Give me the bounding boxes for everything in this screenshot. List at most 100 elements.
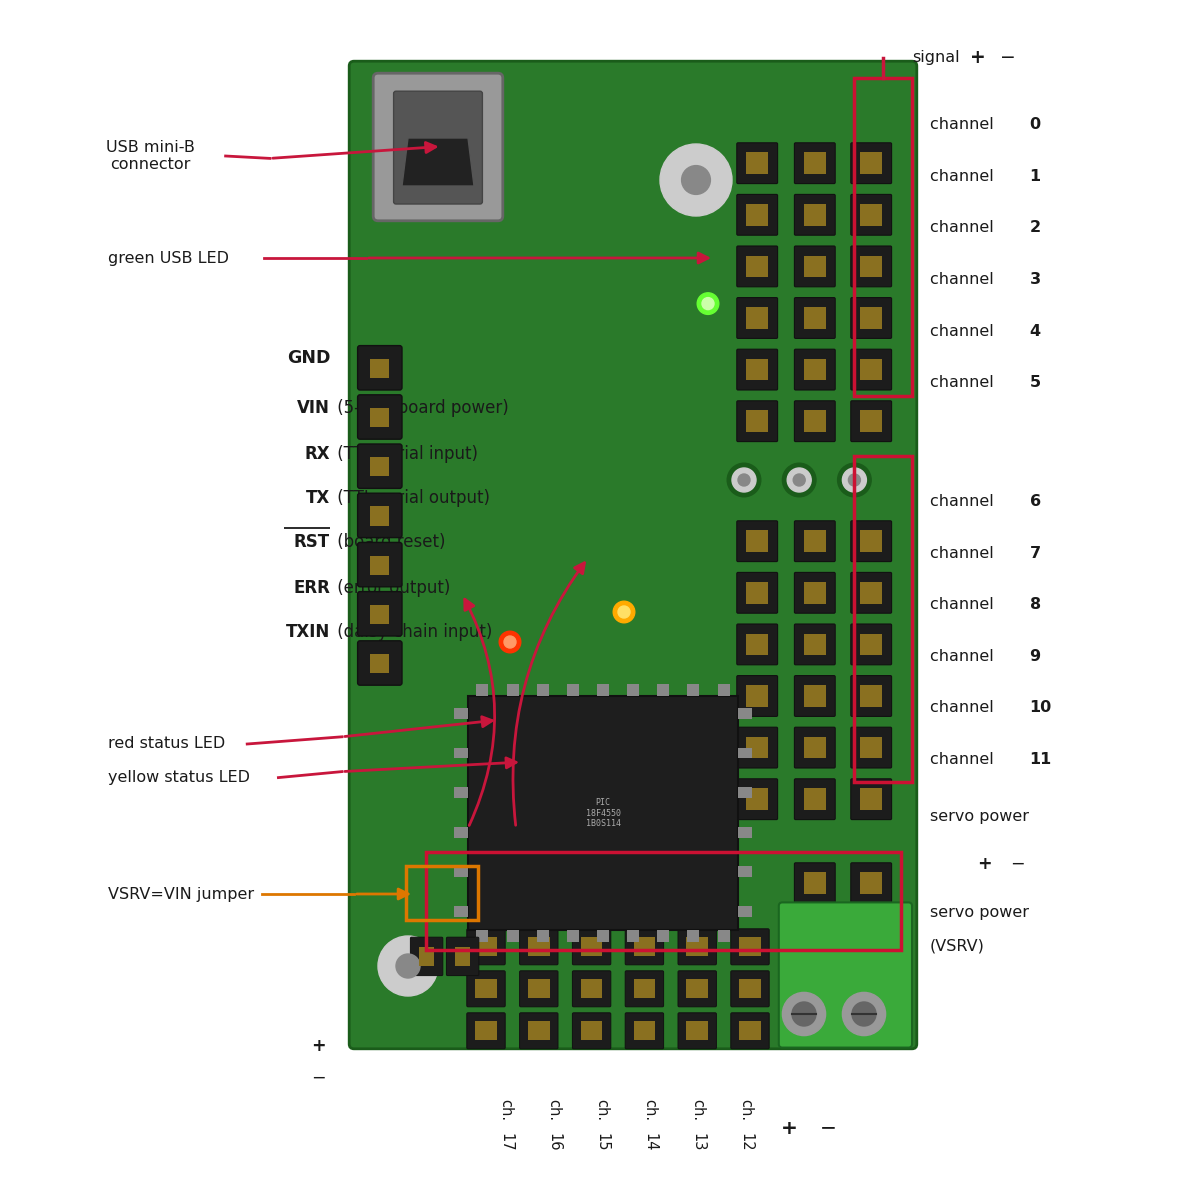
Bar	[738, 827, 752, 838]
FancyBboxPatch shape	[467, 929, 505, 965]
Bar	[860, 634, 882, 655]
Bar	[370, 654, 389, 673]
Bar	[658, 684, 670, 696]
Bar	[746, 788, 768, 810]
Bar	[370, 556, 389, 575]
FancyBboxPatch shape	[737, 572, 778, 613]
Bar	[804, 634, 826, 655]
FancyBboxPatch shape	[794, 246, 835, 287]
FancyBboxPatch shape	[737, 727, 778, 768]
Bar	[860, 582, 882, 604]
Bar	[406, 866, 478, 920]
Text: +: +	[977, 854, 991, 872]
Bar	[370, 408, 389, 427]
Bar	[804, 359, 826, 380]
Bar	[528, 937, 550, 956]
Text: channel: channel	[930, 752, 998, 767]
Bar	[804, 256, 826, 277]
FancyBboxPatch shape	[851, 863, 892, 904]
FancyBboxPatch shape	[520, 1013, 558, 1049]
FancyBboxPatch shape	[794, 521, 835, 562]
Bar	[454, 748, 468, 758]
FancyBboxPatch shape	[358, 395, 402, 439]
Bar	[746, 634, 768, 655]
Bar	[628, 930, 640, 942]
Circle shape	[792, 1002, 816, 1026]
FancyBboxPatch shape	[678, 1013, 716, 1049]
FancyBboxPatch shape	[394, 91, 482, 204]
Circle shape	[732, 468, 756, 492]
Text: 11: 11	[1030, 752, 1052, 767]
FancyBboxPatch shape	[794, 194, 835, 235]
FancyBboxPatch shape	[678, 929, 716, 965]
FancyBboxPatch shape	[794, 572, 835, 613]
FancyBboxPatch shape	[520, 929, 558, 965]
Circle shape	[702, 298, 714, 310]
Bar	[581, 937, 602, 956]
Bar	[804, 685, 826, 707]
Bar	[718, 930, 730, 942]
Bar	[475, 979, 497, 998]
Bar	[860, 410, 882, 432]
Bar	[860, 359, 882, 380]
Bar	[746, 204, 768, 226]
Text: 9: 9	[1030, 649, 1040, 664]
Bar	[860, 788, 882, 810]
Text: 0: 0	[1030, 118, 1040, 132]
FancyBboxPatch shape	[851, 349, 892, 390]
Bar	[738, 787, 752, 798]
FancyBboxPatch shape	[851, 727, 892, 768]
Bar	[454, 827, 468, 838]
FancyBboxPatch shape	[794, 727, 835, 768]
Bar	[854, 456, 912, 782]
Bar	[804, 152, 826, 174]
FancyBboxPatch shape	[731, 929, 769, 965]
FancyBboxPatch shape	[625, 971, 664, 1007]
Bar	[804, 582, 826, 604]
Text: red status LED: red status LED	[108, 737, 226, 751]
Text: 10: 10	[1030, 701, 1052, 715]
Bar	[686, 979, 708, 998]
FancyBboxPatch shape	[851, 676, 892, 716]
Bar	[804, 410, 826, 432]
Circle shape	[838, 463, 871, 497]
FancyBboxPatch shape	[572, 929, 611, 965]
Circle shape	[499, 631, 521, 653]
FancyBboxPatch shape	[737, 143, 778, 184]
Bar	[860, 152, 882, 174]
Text: 17: 17	[498, 1133, 514, 1152]
Text: USB mini-B
connector: USB mini-B connector	[106, 139, 194, 172]
Circle shape	[787, 468, 811, 492]
Text: 7: 7	[1030, 546, 1040, 560]
Circle shape	[378, 936, 438, 996]
FancyBboxPatch shape	[737, 624, 778, 665]
FancyBboxPatch shape	[678, 971, 716, 1007]
Bar	[419, 947, 434, 966]
Bar	[738, 906, 752, 917]
Text: RST: RST	[294, 533, 330, 551]
Circle shape	[782, 463, 816, 497]
FancyBboxPatch shape	[358, 542, 402, 587]
Text: 2: 2	[1030, 221, 1040, 235]
Bar	[475, 1021, 497, 1040]
Bar	[598, 684, 610, 696]
Text: ERR: ERR	[293, 578, 330, 596]
Circle shape	[613, 601, 635, 623]
Bar	[804, 204, 826, 226]
Circle shape	[842, 468, 866, 492]
Bar	[718, 684, 730, 696]
Text: (VSRV): (VSRV)	[930, 938, 985, 953]
Text: −: −	[311, 1069, 325, 1087]
Text: (TTL serial output): (TTL serial output)	[332, 490, 491, 506]
Bar	[370, 457, 389, 476]
FancyBboxPatch shape	[737, 194, 778, 235]
FancyBboxPatch shape	[779, 902, 912, 1048]
Text: green USB LED: green USB LED	[108, 251, 229, 265]
Bar	[686, 937, 708, 956]
FancyBboxPatch shape	[737, 676, 778, 716]
Bar	[739, 979, 761, 998]
Text: channel: channel	[930, 649, 998, 664]
Bar	[634, 937, 655, 956]
FancyBboxPatch shape	[737, 521, 778, 562]
Text: channel: channel	[930, 221, 998, 235]
